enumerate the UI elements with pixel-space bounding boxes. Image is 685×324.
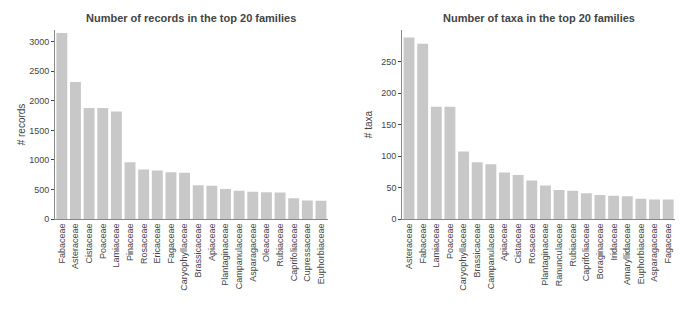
svg-text:3000: 3000 (29, 37, 49, 47)
svg-text:Brassicaceae: Brassicaceae (472, 224, 482, 278)
svg-text:200: 200 (381, 88, 396, 98)
svg-text:1000: 1000 (29, 155, 49, 165)
svg-text:Amaryllidaceae: Amaryllidaceae (622, 224, 632, 286)
svg-text:Plantaginaceae: Plantaginaceae (540, 224, 550, 286)
svg-text:Poaceae: Poaceae (98, 224, 108, 260)
svg-text:2000: 2000 (29, 96, 49, 106)
svg-text:Caprifoliaceae: Caprifoliaceae (581, 224, 591, 282)
svg-text:500: 500 (34, 185, 49, 195)
svg-text:Number of taxa in the top 20 f: Number of taxa in the top 20 families (443, 12, 635, 24)
svg-text:Ranunculaceae: Ranunculaceae (554, 224, 564, 287)
svg-text:Number of records in the top 2: Number of records in the top 20 families (86, 12, 296, 24)
svg-text:Cistaceae: Cistaceae (513, 224, 523, 264)
svg-text:250: 250 (381, 57, 396, 67)
svg-text:Brassicaceae: Brassicaceae (193, 224, 203, 278)
svg-text:2500: 2500 (29, 66, 49, 76)
svg-text:Euphorbiaceae: Euphorbiaceae (636, 224, 646, 285)
svg-text:Caryophyllaceae: Caryophyllaceae (459, 224, 469, 291)
svg-text:0: 0 (44, 214, 49, 224)
svg-text:Cistaceae: Cistaceae (84, 224, 94, 264)
svg-text:Apiaceae: Apiaceae (499, 224, 509, 262)
svg-text:# taxa: # taxa (363, 110, 374, 138)
svg-text:Iridaceae: Iridaceae (609, 224, 619, 261)
svg-text:150: 150 (381, 120, 396, 130)
svg-text:Campanulaceae: Campanulaceae (486, 224, 496, 290)
svg-text:0: 0 (391, 214, 396, 224)
svg-text:Rosaceae: Rosaceae (527, 224, 537, 265)
svg-text:Rubiaceae: Rubiaceae (568, 224, 578, 267)
svg-text:Ericaceae: Ericaceae (152, 224, 162, 264)
svg-text:Lamiaceae: Lamiaceae (111, 224, 121, 268)
svg-text:Poaceae: Poaceae (445, 224, 455, 260)
svg-text:Plantaginaceae: Plantaginaceae (220, 224, 230, 286)
svg-text:Fagaceae: Fagaceae (663, 224, 673, 264)
svg-text:1500: 1500 (29, 126, 49, 136)
svg-text:Apiaceae: Apiaceae (207, 224, 217, 262)
svg-text:Rubiaceae: Rubiaceae (275, 224, 285, 267)
svg-text:Cupressaceae: Cupressaceae (302, 224, 312, 282)
svg-text:50: 50 (386, 183, 396, 193)
svg-text:Rosaceae: Rosaceae (139, 224, 149, 265)
svg-text:Caryophyllaceae: Caryophyllaceae (180, 224, 190, 291)
svg-text:Asteraceae: Asteraceae (70, 224, 80, 270)
svg-text:Fabaceae: Fabaceae (418, 224, 428, 264)
svg-text:Campanulaceae: Campanulaceae (234, 224, 244, 290)
svg-text:Fabaceae: Fabaceae (57, 224, 67, 264)
svg-text:Caprifoliaceae: Caprifoliaceae (289, 224, 299, 282)
svg-text:Asparagaceae: Asparagaceae (649, 224, 659, 282)
svg-text:Asparagaceae: Asparagaceae (248, 224, 258, 282)
svg-text:Lamiaceae: Lamiaceae (431, 224, 441, 268)
svg-text:Euphorbiaceae: Euphorbiaceae (316, 224, 326, 285)
svg-text:Fagaceae: Fagaceae (166, 224, 176, 264)
svg-text:Boraginaceae: Boraginaceae (595, 224, 605, 280)
svg-text:100: 100 (381, 151, 396, 161)
svg-text:Asteraceae: Asteraceae (404, 224, 414, 270)
svg-text:# records: # records (16, 104, 27, 146)
svg-text:Pinaceae: Pinaceae (125, 224, 135, 262)
svg-text:Oleaceae: Oleaceae (261, 224, 271, 263)
